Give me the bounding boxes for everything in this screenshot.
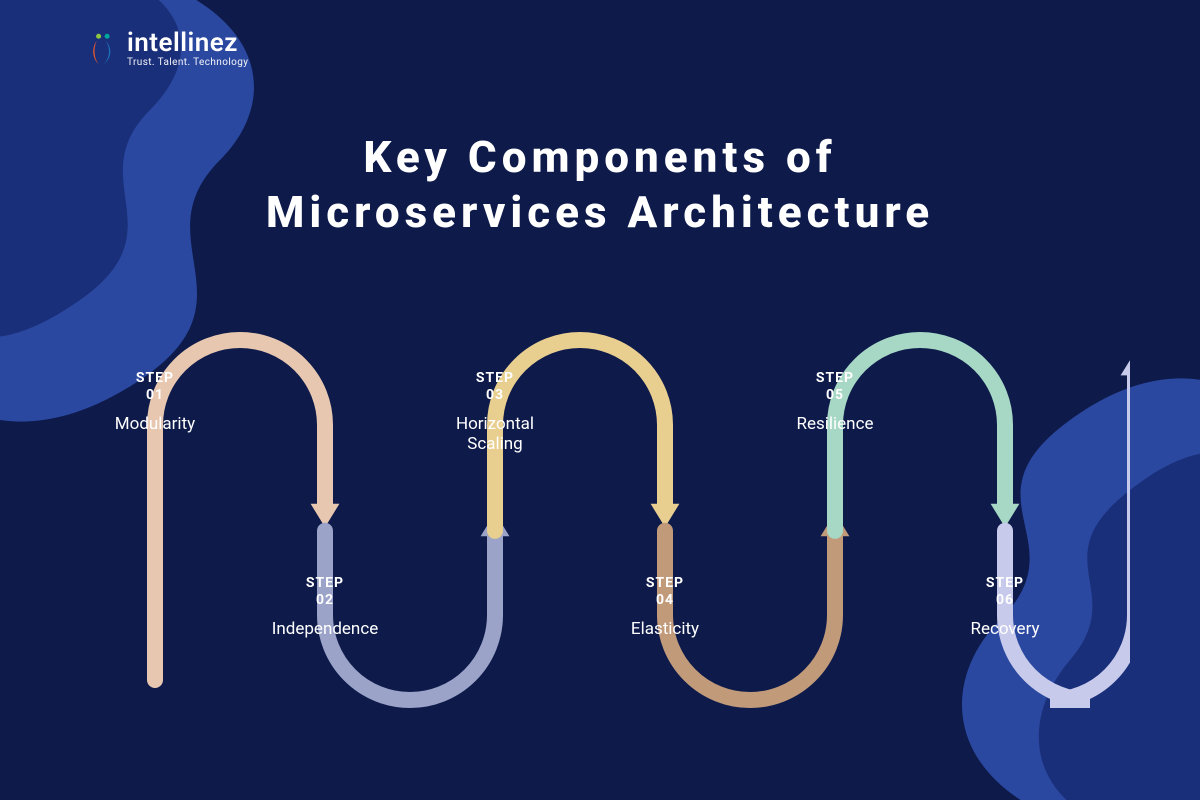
brand-logo: intellinez Trust. Talent. Technology: [85, 30, 248, 68]
brand-tagline: Trust. Talent. Technology: [127, 58, 248, 68]
step-label-06: STEP 06 Recovery: [925, 575, 1085, 639]
serpentine-flow: [70, 300, 1130, 760]
step-tag: STEP 02: [245, 575, 405, 609]
brand-name: intellinez: [127, 30, 248, 56]
step-label-02: STEP 02 Independence: [245, 575, 405, 639]
step-tag: STEP 05: [755, 370, 915, 404]
step-label-03: STEP 03 Horizontal Scaling: [415, 370, 575, 454]
step-tag: STEP 06: [925, 575, 1085, 609]
brand-logo-mark: [85, 32, 119, 66]
step-tag: STEP 03: [415, 370, 575, 404]
step-label-05: STEP 05 Resilience: [755, 370, 915, 434]
step-label-01: STEP 01 Modularity: [75, 370, 235, 434]
step-name: Elasticity: [585, 619, 745, 639]
step-tag: STEP 04: [585, 575, 745, 609]
step-label-04: STEP 04 Elasticity: [585, 575, 745, 639]
infographic-canvas: intellinez Trust. Talent. Technology Key…: [0, 0, 1200, 800]
page-title: Key Components of Microservices Architec…: [0, 130, 1200, 240]
step-name: Recovery: [925, 619, 1085, 639]
step-name: Resilience: [755, 414, 915, 434]
step-tag: STEP 01: [75, 370, 235, 404]
step-name: Independence: [245, 619, 405, 639]
step-name: Modularity: [75, 414, 235, 434]
brand-logo-text: intellinez Trust. Talent. Technology: [127, 30, 248, 68]
step-name: Horizontal Scaling: [415, 414, 575, 455]
